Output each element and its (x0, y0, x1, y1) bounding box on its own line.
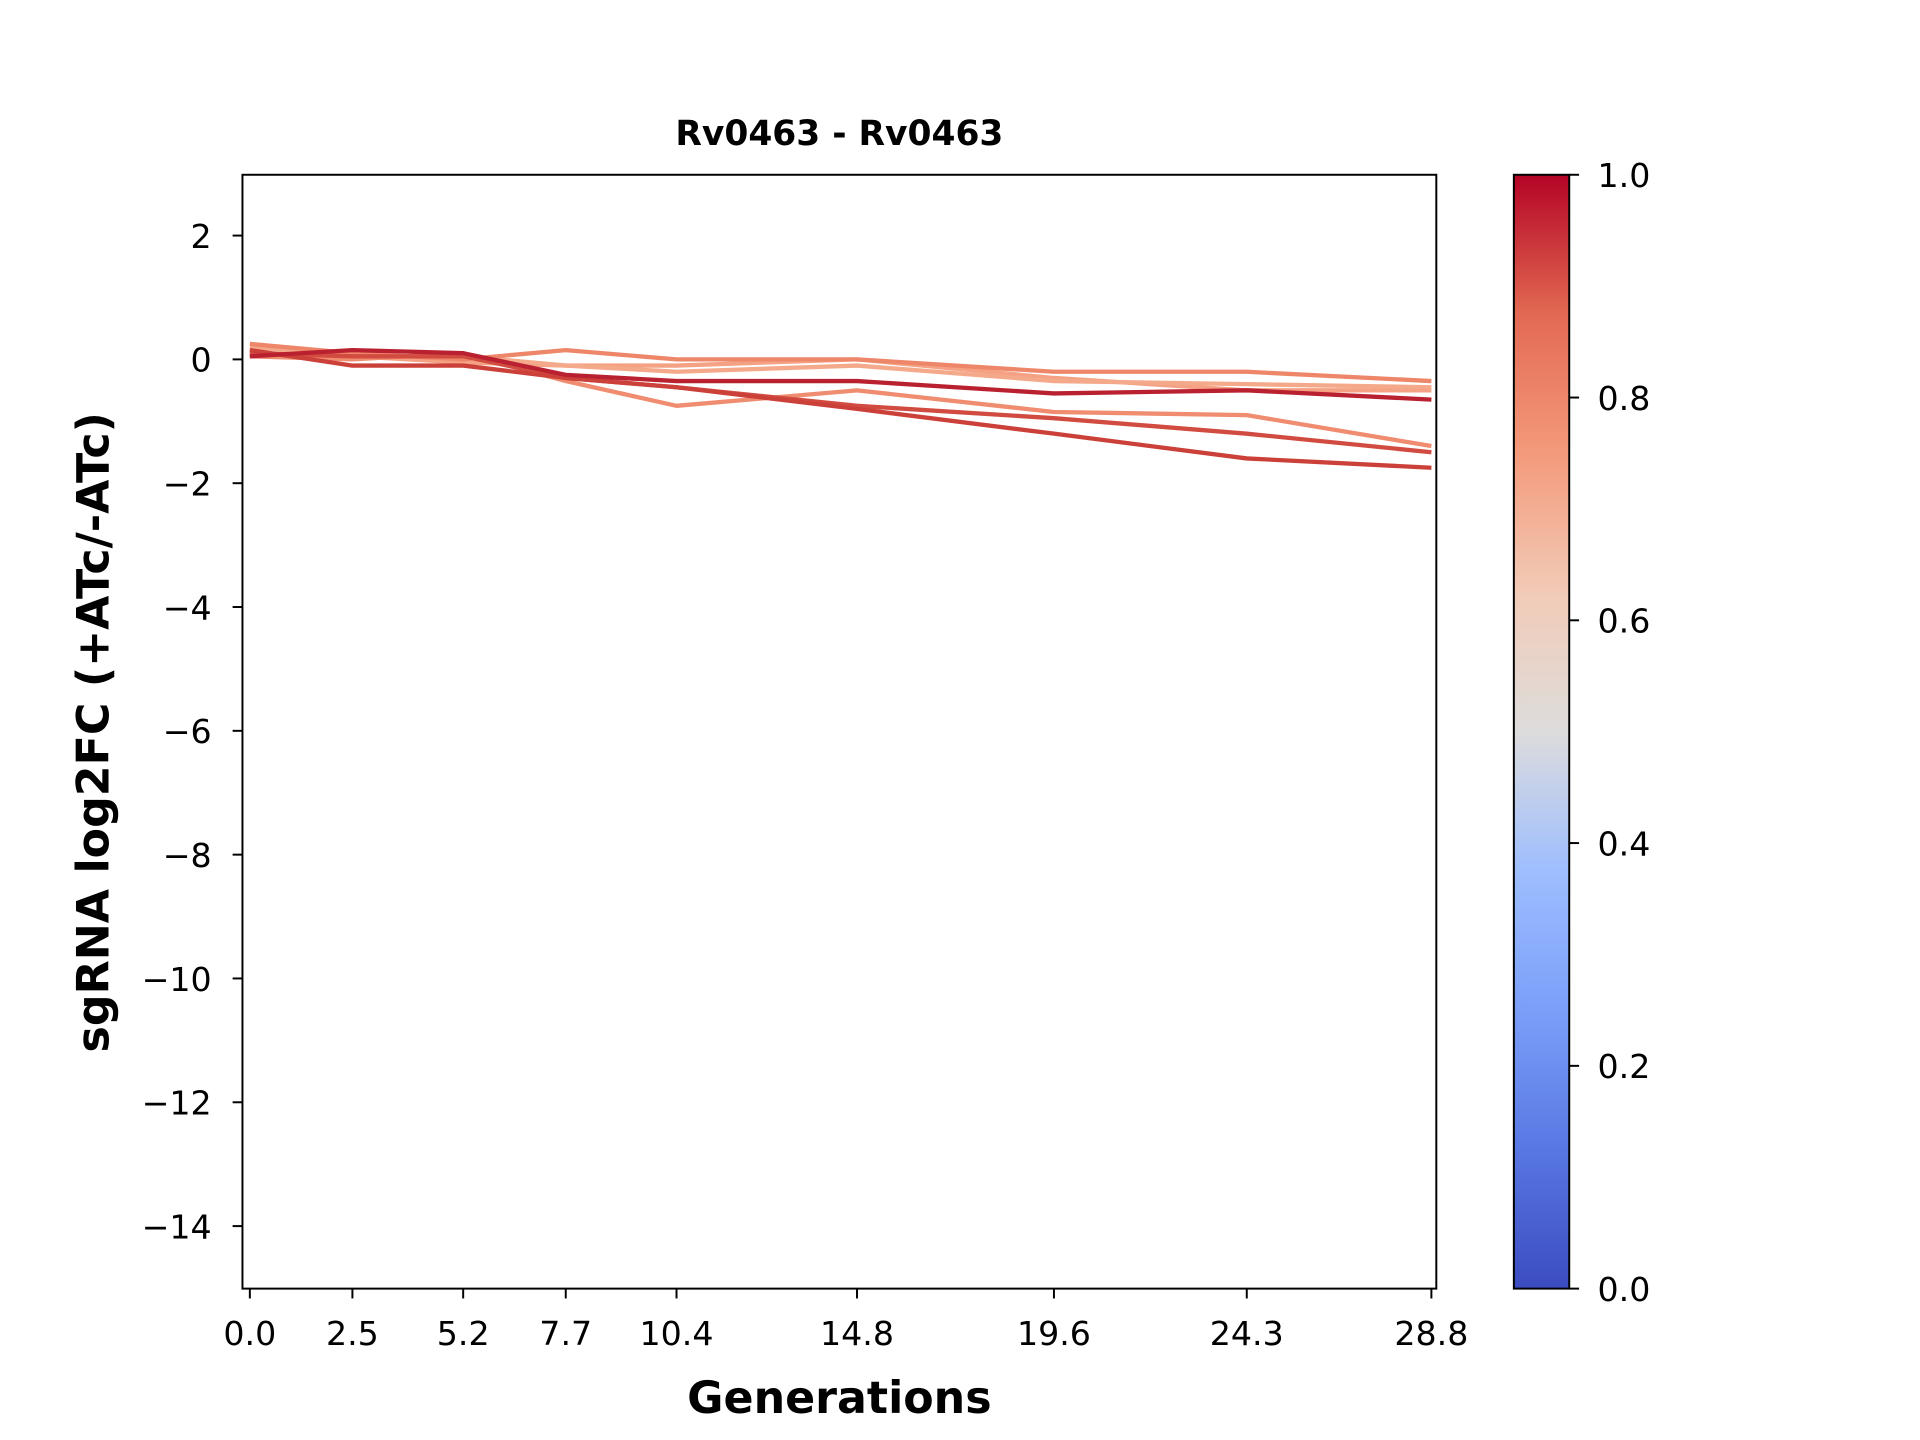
y-tick-label: −12 (142, 1084, 212, 1123)
y-tick-label: −6 (163, 712, 212, 751)
colorbar-tick-label: 1.0 (1598, 156, 1651, 195)
colorbar-tick-label: 0.4 (1598, 824, 1651, 863)
plot-frame (241, 173, 1438, 1290)
y-tick-label: −14 (142, 1207, 212, 1246)
colorbar-tick-label: 0.8 (1598, 379, 1651, 418)
x-tick-label: 24.3 (1210, 1314, 1284, 1353)
y-tick-label: −10 (142, 960, 212, 999)
x-tick-label: 7.7 (539, 1314, 592, 1353)
x-tick-label: 10.4 (640, 1314, 714, 1353)
x-tick-label: 19.6 (1017, 1314, 1091, 1353)
chart-title: Rv0463 - Rv0463 (675, 114, 1003, 154)
series-line-6 (249, 347, 1432, 402)
x-tick-label: 2.5 (326, 1314, 379, 1353)
colorbar-tick-label: 0.0 (1598, 1270, 1651, 1309)
y-tick-label: −2 (163, 465, 212, 504)
y-tick-label: −4 (163, 588, 212, 627)
x-tick-label: 5.2 (437, 1314, 490, 1353)
x-tick-label: 0.0 (223, 1314, 276, 1353)
series-line-5 (249, 347, 1432, 470)
y-tick-label: 0 (191, 341, 212, 380)
colorbar-tick-label: 0.2 (1598, 1047, 1651, 1086)
colorbar (1512, 173, 1571, 1290)
y-axis-label: sgRNA log2FC (+ATc/-ATc) (68, 412, 119, 1052)
y-tick-label: 2 (191, 217, 212, 256)
colorbar-tick-label: 0.6 (1598, 602, 1651, 641)
x-tick-label: 14.8 (820, 1314, 894, 1353)
y-tick-label: −8 (163, 836, 212, 875)
x-tick-label: 28.8 (1394, 1314, 1468, 1353)
x-axis-label: Generations (687, 1373, 991, 1424)
